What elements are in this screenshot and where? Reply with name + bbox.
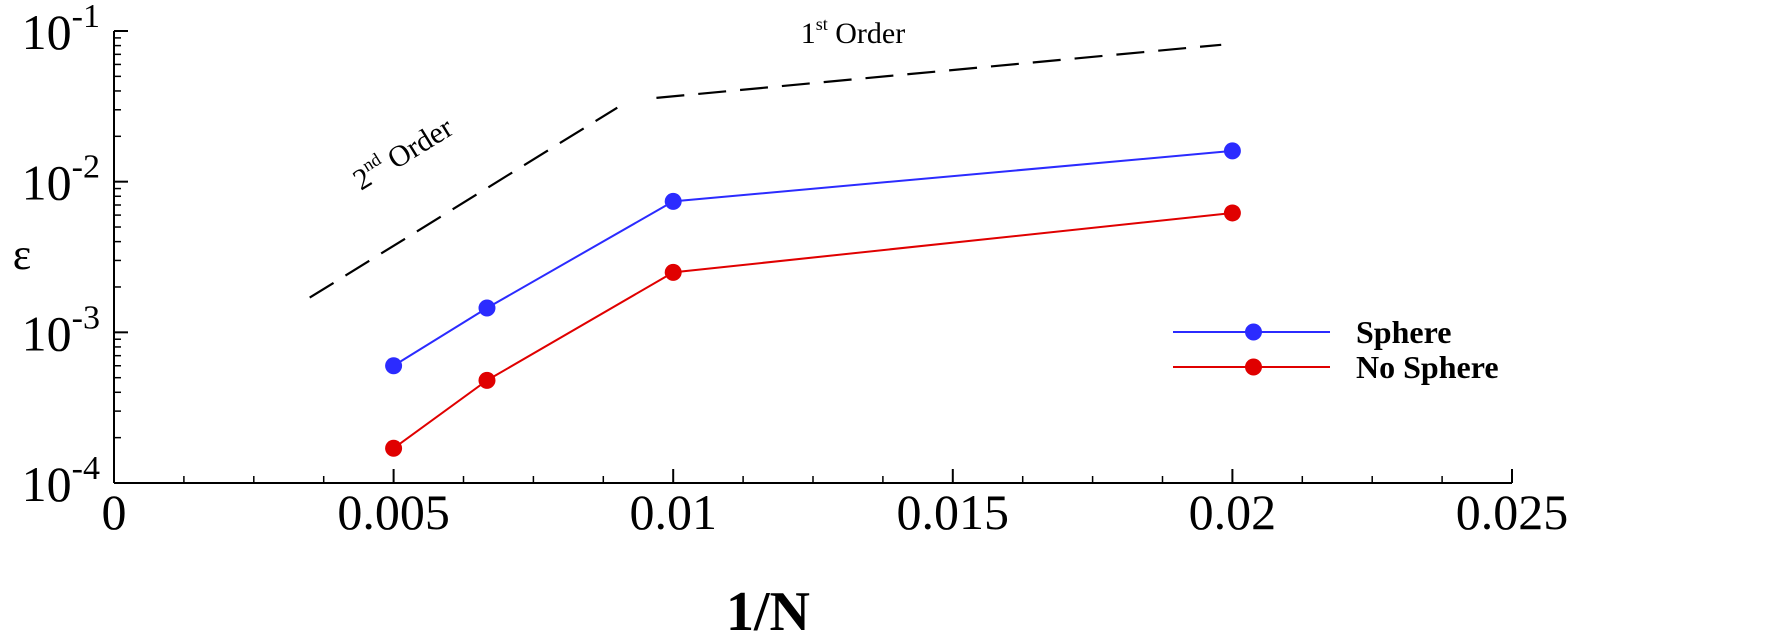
reference-line-second-order [309, 106, 618, 299]
ticks-layer: 0 0.005 0.01 0.015 0.02 0.025 10-4 10-3 10-2 10-1 [22, 0, 1569, 540]
reference-label-first-order: 1st Order [801, 14, 905, 50]
data-point-sphere [664, 192, 682, 210]
reference-layer: 2nd Order 1st Order [309, 14, 1222, 299]
x-tick-label: 0 [102, 484, 127, 540]
data-point-sphere [1223, 142, 1241, 160]
data-point-no-sphere [478, 371, 496, 389]
legend-marker-no-sphere [1245, 358, 1262, 376]
series-layer [385, 142, 1241, 457]
data-point-sphere [385, 357, 403, 375]
x-tick-label: 0.015 [897, 484, 1010, 540]
x-axis-label: 1/N [726, 581, 810, 637]
legend-label-sphere: Sphere [1356, 314, 1451, 350]
reference-label-second-order: 2nd Order [346, 108, 459, 197]
data-point-no-sphere [664, 263, 682, 281]
y-tick-label: 10-4 [22, 450, 100, 512]
x-tick-label: 0.005 [337, 484, 450, 540]
series-line-sphere [393, 149, 1233, 367]
y-tick-label: 10-2 [22, 149, 100, 211]
legend-marker-sphere [1245, 323, 1262, 341]
data-point-no-sphere [1223, 204, 1241, 222]
reference-line-first-order [656, 43, 1222, 99]
y-tick-label: 10-3 [22, 299, 100, 361]
data-point-sphere [478, 299, 496, 317]
x-tick-label: 0.01 [629, 484, 717, 540]
x-tick-label: 0.025 [1456, 484, 1569, 540]
legend-label-no-sphere: No Sphere [1356, 349, 1499, 385]
x-tick-label: 0.02 [1189, 484, 1277, 540]
y-axis-label: ε [13, 230, 31, 279]
data-point-no-sphere [385, 439, 403, 457]
y-tick-label: 10-1 [22, 0, 100, 60]
series-line-no-sphere [393, 211, 1233, 450]
